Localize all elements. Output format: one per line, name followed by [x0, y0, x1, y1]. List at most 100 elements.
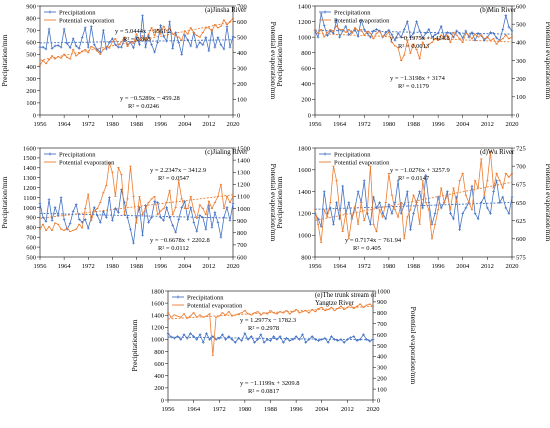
data-point [282, 341, 285, 344]
trend-equation: y = −0.6678x + 2202.8 [150, 237, 210, 244]
data-point [189, 44, 193, 48]
data-point [62, 218, 66, 221]
data-point [436, 31, 440, 35]
data-point [186, 38, 190, 42]
data-point [418, 29, 421, 33]
y2-tick-label: 800 [237, 230, 247, 237]
data-point [344, 24, 348, 28]
chart-panel-wu: 800 1000 1200 1400 1600 1800 575 600 625 650 675 70… [275, 142, 550, 283]
data-point [77, 218, 81, 221]
y2-tick-label: 700 [237, 3, 247, 10]
data-point [153, 50, 156, 54]
data-point [476, 31, 480, 35]
data-point [320, 338, 324, 341]
data-point [71, 37, 75, 40]
data-point [217, 336, 221, 340]
data-point [99, 50, 102, 54]
data-point [326, 34, 329, 37]
y2-tick-label: 650 [516, 200, 526, 207]
data-point [165, 39, 168, 43]
x-tick-label: 1996 [290, 406, 304, 413]
data-point [192, 221, 196, 224]
data-point [47, 198, 51, 201]
data-point [147, 221, 150, 224]
y2-tick-label: 900 [377, 299, 387, 306]
y-tick-label: 300 [26, 76, 36, 83]
data-point [156, 41, 159, 44]
data-point [458, 31, 461, 35]
data-point [396, 31, 400, 35]
data-point [183, 200, 187, 203]
y-tick-label: 1300 [23, 175, 36, 182]
data-point [421, 36, 425, 40]
data-point [339, 338, 343, 341]
data-point [117, 211, 120, 214]
x-tick-label: 1980 [106, 263, 119, 270]
chart-svg: 500 600 700 800 900 1000 1100 1200 1300 1400 1500 1… [0, 145, 278, 270]
data-point [150, 43, 153, 47]
y-tick-label: 800 [26, 15, 36, 22]
data-point [83, 26, 87, 30]
data-point [89, 25, 93, 28]
data-point [272, 335, 276, 338]
legend-item: Precipitationn [319, 151, 371, 158]
y-tick-label: 500 [26, 254, 36, 261]
data-point [253, 341, 256, 344]
x-tick-label: 1988 [407, 121, 420, 128]
data-point [222, 47, 226, 51]
x-tick-label: 2020 [506, 121, 519, 128]
y-tick-label: 1600 [23, 145, 36, 152]
data-point [369, 223, 372, 226]
y-tick-label: 700 [26, 28, 36, 35]
y-tick-label: 1000 [298, 233, 311, 240]
data-point [492, 31, 495, 35]
data-point [322, 24, 326, 27]
data-point [424, 31, 428, 35]
data-point [59, 196, 63, 199]
legend-label: Precipitationn [187, 294, 224, 301]
x-tick-label: 1964 [333, 263, 347, 270]
data-point [224, 338, 227, 341]
x-tick-label: 1972 [82, 121, 95, 128]
data-point [65, 42, 69, 45]
data-point [390, 33, 394, 37]
y-tick-label: 1600 [151, 300, 164, 307]
data-point [446, 31, 449, 34]
data-point [216, 36, 220, 39]
data-point [173, 336, 176, 340]
data-point [323, 336, 327, 340]
data-point [387, 203, 391, 206]
data-point [356, 35, 360, 38]
trend-r2: R² = 0.1179 [398, 83, 429, 90]
legend-item: Potential evaporation [172, 302, 243, 309]
data-point [412, 212, 415, 215]
y-tick-label: 600 [301, 66, 311, 73]
x-tick-label: 2012 [202, 263, 215, 270]
data-point [162, 34, 165, 38]
data-point [237, 336, 240, 340]
data-point [185, 336, 189, 340]
y2-tick-label: 500 [516, 21, 526, 28]
data-point [186, 218, 190, 221]
x-tick-label: 1956 [309, 121, 323, 128]
y2-tick-label: 600 [516, 3, 526, 10]
trendline [314, 181, 513, 221]
y-tick-label: 200 [154, 385, 164, 392]
data-point [338, 217, 341, 221]
data-point [201, 341, 205, 344]
x-tick-label: 1972 [358, 263, 371, 270]
data-point [319, 225, 323, 228]
data-point [198, 41, 202, 44]
data-point [150, 216, 153, 219]
data-point [409, 35, 412, 39]
y2-tick-label: 300 [377, 365, 387, 372]
panel-label: (c)Jialing River [205, 149, 248, 156]
y2-tick-label: 1400 [237, 157, 250, 164]
data-point [77, 47, 81, 50]
data-point [74, 44, 78, 48]
data-point [387, 28, 391, 32]
data-point [44, 47, 48, 51]
data-point [169, 335, 173, 339]
data-point [211, 335, 215, 338]
y2-tick-label: 600 [377, 332, 387, 339]
